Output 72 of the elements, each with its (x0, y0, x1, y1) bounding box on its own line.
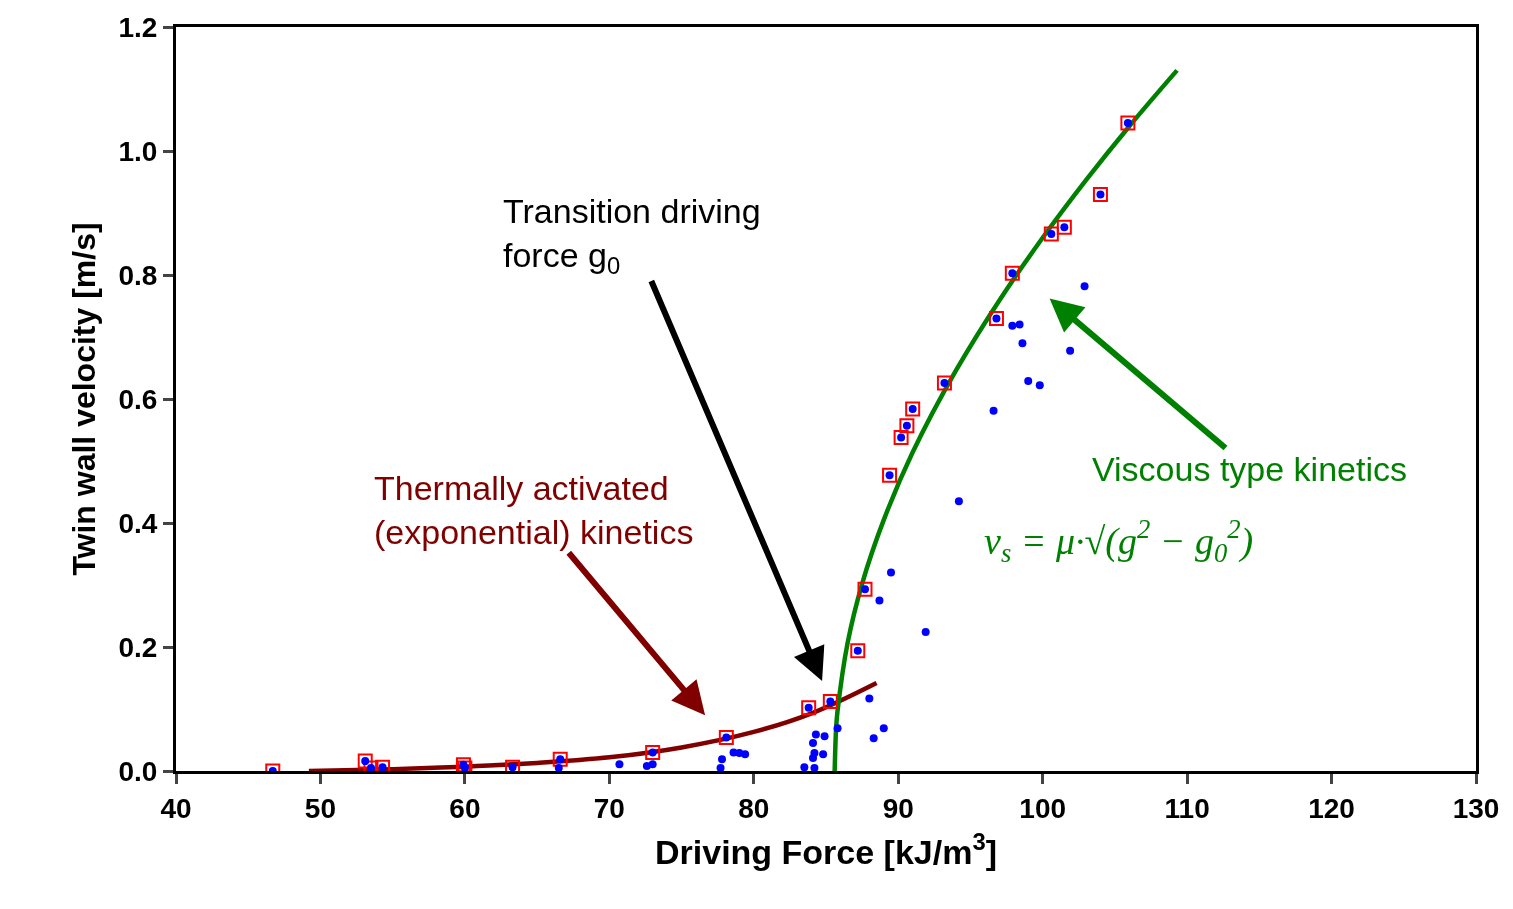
point (1043, 226, 1059, 242)
point (809, 739, 817, 748)
point (921, 628, 930, 637)
point (1018, 339, 1027, 348)
point (800, 763, 809, 771)
point (716, 763, 725, 771)
x-tick-label: 80 (738, 792, 770, 824)
point (850, 643, 866, 659)
x-tick-label: 70 (593, 792, 625, 824)
point (1015, 320, 1024, 329)
point (857, 581, 873, 597)
point (615, 760, 624, 769)
x-axis-title: Driving Force [kJ/m$^{3}$] (655, 827, 997, 871)
point (954, 497, 963, 506)
point (1080, 282, 1089, 291)
point (801, 700, 817, 716)
point (741, 750, 750, 759)
point (875, 596, 884, 605)
point (648, 760, 657, 769)
x-tick-label: 60 (449, 792, 481, 824)
point (810, 749, 819, 758)
point (1056, 219, 1072, 235)
point (1066, 346, 1075, 355)
y-tick-label: 0.2 (118, 631, 158, 663)
point (718, 730, 734, 746)
x-tick-label: 50 (304, 792, 337, 824)
point (822, 694, 838, 710)
y-tick-label: 0.0 (118, 755, 158, 787)
point (1024, 377, 1033, 386)
x-tick-label: 120 (1308, 792, 1355, 824)
line-series (306, 680, 879, 771)
point (357, 753, 373, 769)
y-tick-label: 0.4 (118, 507, 158, 539)
x-tick-label: 40 (160, 792, 192, 824)
point (645, 744, 661, 760)
point (1035, 381, 1044, 390)
x-tick-label: 100 (1019, 792, 1067, 824)
point (936, 375, 952, 391)
point (989, 406, 998, 415)
y-axis-title: Twin wall velocity [m/s] (65, 222, 102, 576)
point (1092, 186, 1108, 202)
point (865, 694, 874, 703)
point (1120, 115, 1136, 131)
point (988, 310, 1004, 326)
annotation: Thermally activated (exponential) kinetics (374, 469, 694, 552)
x-tick-label: 130 (1452, 792, 1500, 824)
point (905, 401, 921, 417)
x-tick-label: 90 (882, 792, 914, 824)
y-tick-label: 1.2 (118, 11, 158, 43)
point (811, 730, 820, 739)
y-tick-label: 1.0 (118, 135, 158, 167)
point (718, 755, 726, 764)
point (833, 724, 842, 733)
point (554, 763, 563, 771)
point (882, 467, 898, 483)
point (887, 568, 895, 577)
point (1008, 321, 1017, 330)
y-tick-label: 0.6 (118, 383, 158, 415)
point (810, 763, 819, 771)
point (893, 429, 909, 445)
point (819, 750, 828, 759)
point (899, 418, 915, 434)
point (552, 751, 568, 767)
annotation: Viscous type kinetics (1092, 450, 1407, 488)
point (1004, 265, 1020, 281)
annotation: Transition driving force g$_{0}$ (503, 192, 761, 280)
point (869, 734, 878, 743)
annotation: v$_{s}$ = μ·√(g$^{2}$ − g$_{0}$$^{2}$) (984, 514, 1254, 568)
y-tick-label: 0.8 (118, 259, 158, 291)
x-tick-label: 110 (1164, 792, 1210, 824)
point (879, 724, 888, 733)
point (820, 732, 829, 741)
